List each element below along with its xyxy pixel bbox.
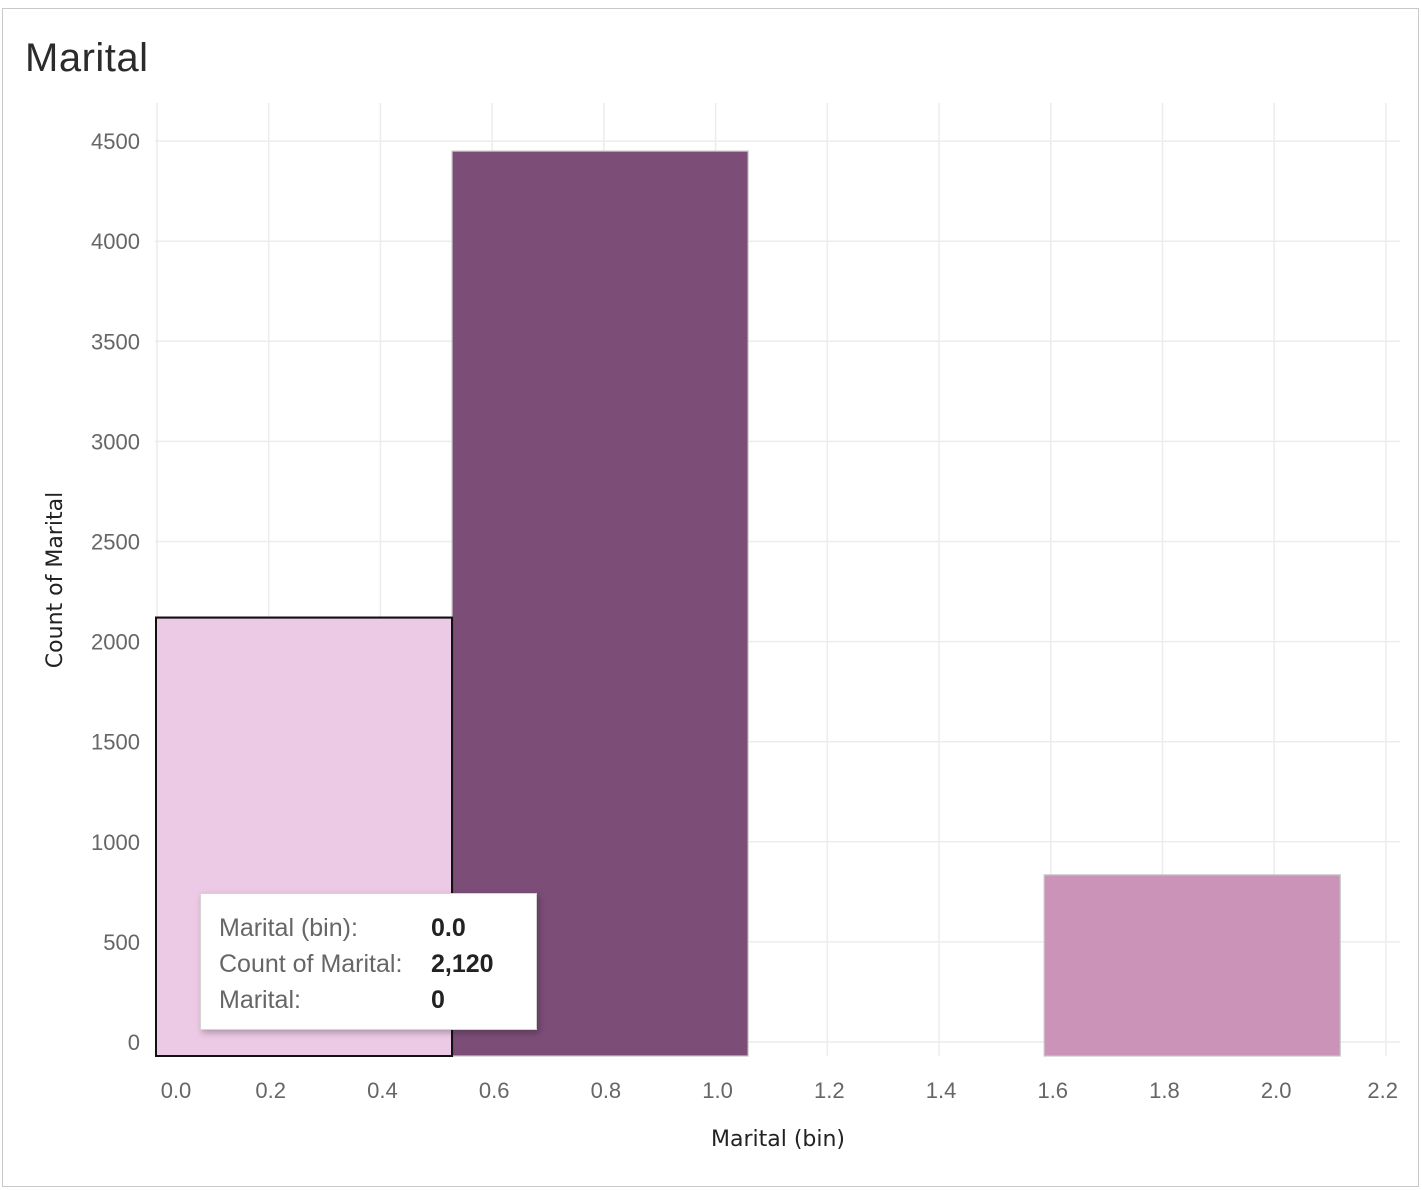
y-axis-ticks: 0 500 1000 1500 2000 2500 3000 3500 4000 4500 [91,129,140,1055]
x-axis-ticks: 0.0 0.2 0.4 0.6 0.8 1.0 1.2 1.4 1.6 1.8 2.0 2.2 [161,1078,1398,1103]
y-tick-label: 1500 [91,730,140,755]
tooltip-value: 0.0 [431,914,466,942]
y-tick-label: 1000 [91,830,140,855]
x-tick-label: 0.8 [591,1078,622,1103]
tooltip-value: 2,120 [431,950,494,978]
x-tick-label: 2.0 [1261,1078,1292,1103]
selected-bar-outline [155,616,454,1057]
y-tick-label: 3500 [91,329,140,354]
y-tick-label: 2000 [91,630,140,655]
tooltip-label: Marital (bin): [219,914,358,942]
tooltip-value: 0 [431,986,445,1014]
y-tick-label: 2500 [91,530,140,555]
bar-tooltip: Marital (bin): 0.0 Count of Marital: 2,1… [200,893,537,1030]
x-tick-label: 1.2 [814,1078,845,1103]
y-tick-label: 4500 [91,129,140,154]
y-tick-label: 0 [128,1030,140,1055]
x-axis-title: Marital (bin) [711,1127,845,1152]
y-tick-label: 500 [103,930,140,955]
x-tick-label: 0.0 [161,1078,192,1103]
histogram-bar[interactable] [1043,874,1341,1057]
x-tick-label: 0.4 [367,1078,398,1103]
tooltip-row: Count of Marital: 2,120 [219,946,536,982]
y-tick-label: 4000 [91,229,140,254]
y-axis-title: Count of Marital [43,492,68,668]
x-tick-label: 0.6 [479,1078,510,1103]
x-tick-label: 2.2 [1367,1078,1398,1103]
x-tick-label: 1.4 [926,1078,957,1103]
x-tick-label: 1.6 [1037,1078,1068,1103]
x-tick-label: 1.0 [702,1078,733,1103]
tooltip-label: Marital: [219,986,301,1014]
y-tick-label: 3000 [91,429,140,454]
tooltip-row: Marital: 0 [219,982,536,1018]
tooltip-row: Marital (bin): 0.0 [219,910,536,946]
x-tick-label: 0.2 [255,1078,286,1103]
chart-title: Marital [25,36,149,80]
tooltip-label: Count of Marital: [219,950,403,978]
x-tick-label: 1.8 [1149,1078,1180,1103]
